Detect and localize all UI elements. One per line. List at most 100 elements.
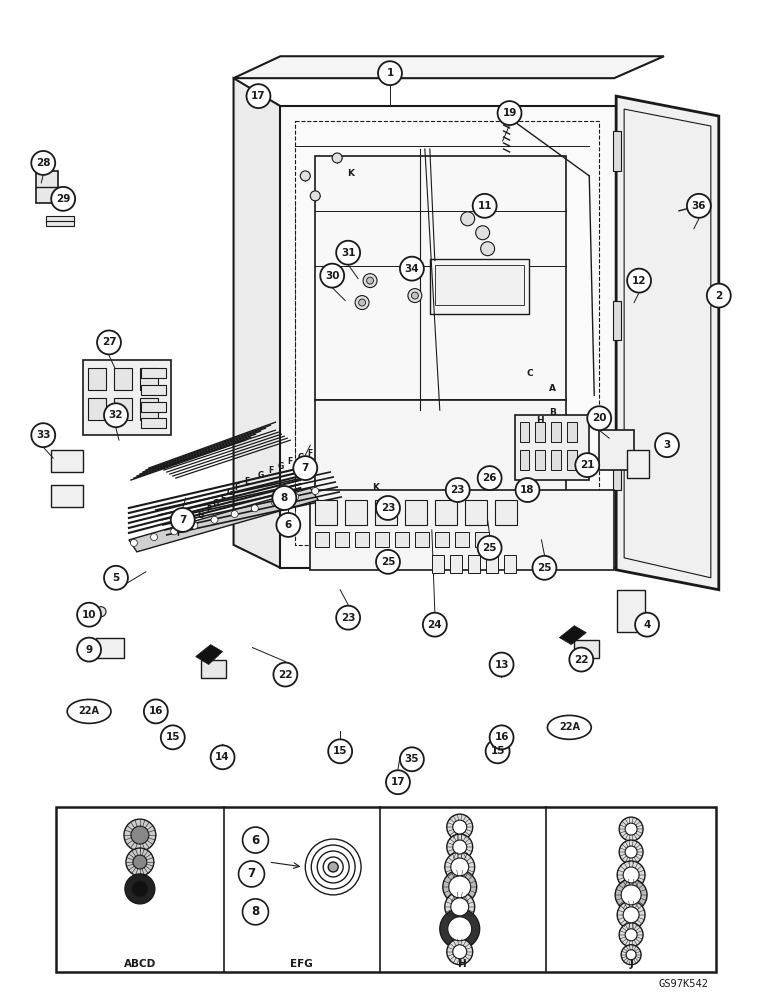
Circle shape xyxy=(376,550,400,574)
Text: 35: 35 xyxy=(405,754,419,764)
Text: 32: 32 xyxy=(109,410,124,420)
Text: 13: 13 xyxy=(494,660,509,670)
Bar xyxy=(551,422,561,442)
Circle shape xyxy=(386,770,410,794)
Bar xyxy=(468,555,479,573)
Circle shape xyxy=(619,817,643,841)
Bar xyxy=(450,555,462,573)
Text: 10: 10 xyxy=(82,610,96,620)
Text: F: F xyxy=(288,457,293,466)
Circle shape xyxy=(151,534,157,541)
Circle shape xyxy=(246,84,270,108)
Bar xyxy=(140,398,157,420)
Text: 28: 28 xyxy=(36,158,50,168)
Circle shape xyxy=(211,745,235,769)
Polygon shape xyxy=(129,488,318,552)
Circle shape xyxy=(625,929,637,941)
Bar xyxy=(567,450,577,470)
Bar xyxy=(574,640,599,658)
Circle shape xyxy=(336,241,360,265)
Bar xyxy=(280,106,616,568)
Circle shape xyxy=(104,566,128,590)
Text: 24: 24 xyxy=(428,620,442,630)
Text: H: H xyxy=(459,959,467,969)
Circle shape xyxy=(367,277,374,284)
Text: 12: 12 xyxy=(631,276,646,286)
Bar xyxy=(83,360,171,435)
Circle shape xyxy=(707,284,731,308)
Circle shape xyxy=(621,885,641,905)
Circle shape xyxy=(451,898,469,916)
Circle shape xyxy=(448,917,472,941)
Polygon shape xyxy=(234,56,664,78)
Circle shape xyxy=(293,456,317,480)
Text: 3: 3 xyxy=(663,440,671,450)
Bar xyxy=(617,590,645,632)
Circle shape xyxy=(312,488,319,495)
Bar xyxy=(296,121,599,545)
Bar xyxy=(495,500,516,525)
Bar xyxy=(315,532,329,547)
Text: K: K xyxy=(347,169,354,178)
Circle shape xyxy=(328,862,338,872)
Circle shape xyxy=(447,814,472,840)
Circle shape xyxy=(575,453,599,477)
Circle shape xyxy=(211,516,218,523)
Bar xyxy=(435,500,457,525)
Circle shape xyxy=(231,511,238,518)
Text: H: H xyxy=(536,416,543,425)
Circle shape xyxy=(130,539,137,546)
Circle shape xyxy=(242,899,269,925)
Bar xyxy=(141,402,166,412)
Circle shape xyxy=(378,61,402,85)
Text: 8: 8 xyxy=(281,493,288,503)
Text: 22A: 22A xyxy=(559,722,580,732)
Text: 8: 8 xyxy=(252,905,259,918)
Circle shape xyxy=(292,493,299,500)
Bar xyxy=(141,385,166,395)
Circle shape xyxy=(125,874,155,904)
Circle shape xyxy=(239,861,265,887)
Circle shape xyxy=(452,820,467,834)
Circle shape xyxy=(445,892,475,922)
Bar xyxy=(520,450,530,470)
Text: 16: 16 xyxy=(494,732,509,742)
Circle shape xyxy=(623,867,639,883)
Polygon shape xyxy=(234,78,280,568)
Bar xyxy=(567,422,577,442)
Text: 9: 9 xyxy=(86,645,93,655)
Circle shape xyxy=(411,292,418,299)
Circle shape xyxy=(363,274,377,288)
Circle shape xyxy=(132,881,148,897)
Polygon shape xyxy=(616,96,719,590)
Text: K: K xyxy=(373,483,380,492)
Text: C: C xyxy=(527,369,533,378)
Text: 23: 23 xyxy=(451,485,465,495)
Circle shape xyxy=(445,478,469,502)
Text: 7: 7 xyxy=(302,463,309,473)
Circle shape xyxy=(625,846,637,858)
Circle shape xyxy=(478,466,502,490)
Text: 14: 14 xyxy=(215,752,230,762)
Circle shape xyxy=(447,834,472,860)
Bar xyxy=(514,415,589,480)
Circle shape xyxy=(617,901,645,929)
Text: G: G xyxy=(257,471,263,480)
Circle shape xyxy=(273,486,296,510)
Circle shape xyxy=(77,603,101,627)
Circle shape xyxy=(621,945,641,965)
Bar xyxy=(465,500,486,525)
Text: 6: 6 xyxy=(252,834,259,847)
Bar xyxy=(36,171,58,203)
Circle shape xyxy=(276,513,300,537)
Bar xyxy=(335,532,349,547)
Circle shape xyxy=(615,879,647,911)
Text: 30: 30 xyxy=(325,271,340,281)
Text: F: F xyxy=(268,466,273,475)
Circle shape xyxy=(635,613,659,637)
Bar xyxy=(141,368,166,378)
Text: 36: 36 xyxy=(692,201,706,211)
Circle shape xyxy=(486,739,510,763)
Circle shape xyxy=(569,648,593,672)
Bar xyxy=(503,555,516,573)
